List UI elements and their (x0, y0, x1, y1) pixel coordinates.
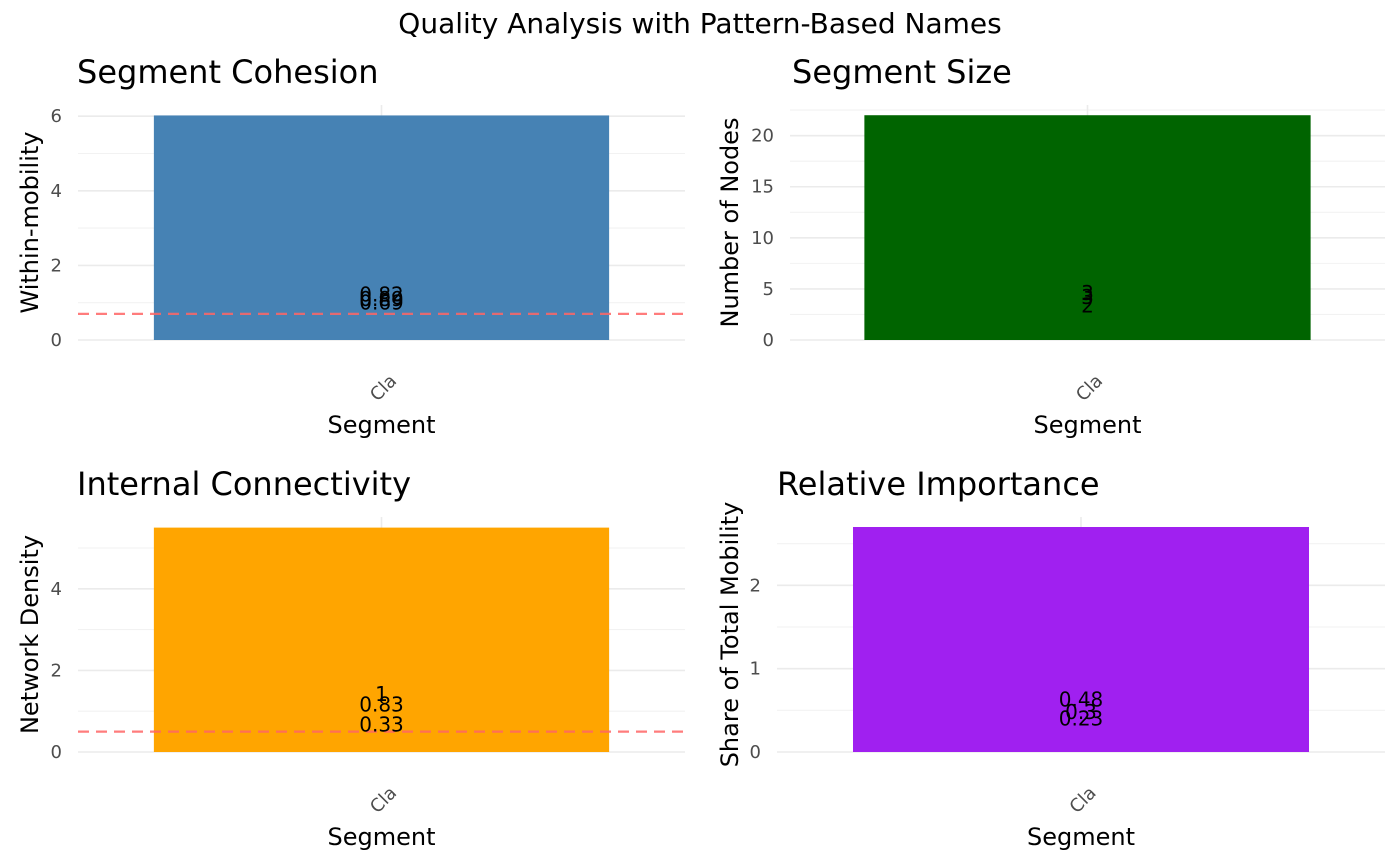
bar (853, 527, 1309, 752)
y-tick-label: 4 (51, 579, 62, 600)
x-axis-title: Segment (328, 823, 436, 851)
data-label: 0.23 (1059, 707, 1104, 731)
bar (864, 115, 1311, 340)
x-tick-label: Cla (1066, 783, 1101, 818)
y-tick-label: 6 (51, 106, 62, 127)
panel-title: Relative Importance (777, 465, 1100, 503)
x-tick-label: Cla (366, 783, 401, 818)
data-label: 0.82 (359, 282, 404, 306)
data-label: 0.69 (359, 291, 404, 315)
data-label: 0.83 (359, 692, 404, 716)
data-label: 0.3 (1065, 700, 1097, 724)
data-label: 2 (1081, 293, 1094, 317)
y-axis-title: Number of Nodes (716, 118, 744, 328)
y-tick-label: 2 (51, 255, 62, 276)
y-tick-label: 0 (763, 330, 774, 351)
main-title: Quality Analysis with Pattern-Based Name… (398, 7, 1001, 40)
x-tick-label: Cla (1072, 371, 1107, 406)
y-tick-label: 1 (750, 659, 761, 680)
y-axis-title: Within-mobility (16, 132, 44, 314)
data-label: 1 (375, 682, 388, 706)
chart-panel-3: 0 2 4 10.830.33 Cla Segment Network Density Int… (16, 465, 685, 851)
panel-title: Segment Cohesion (77, 53, 378, 91)
y-tick-label: 0 (51, 330, 62, 351)
x-axis-title: Segment (1027, 823, 1135, 851)
bar (153, 115, 610, 340)
y-tick-label: 0 (750, 742, 761, 763)
chart-panel-1: 0 2 4 6 0.820.890.69 Cla Segment Within-mobilit… (16, 53, 685, 439)
data-label: 3 (1081, 281, 1094, 305)
panel-title: Segment Size (792, 53, 1012, 91)
data-label: 0.33 (359, 713, 404, 737)
data-label: 0.48 (1059, 688, 1104, 712)
x-axis-title: Segment (328, 411, 436, 439)
y-tick-label: 10 (751, 228, 774, 249)
y-tick-label: 20 (751, 126, 774, 147)
x-tick-label: Cla (366, 371, 401, 406)
y-axis-title: Share of Total Mobility (716, 502, 744, 768)
panel-title: Internal Connectivity (77, 465, 411, 503)
y-tick-label: 0 (51, 742, 62, 763)
y-tick-label: 5 (763, 279, 774, 300)
data-label: 0.89 (359, 287, 404, 311)
y-tick-label: 4 (51, 181, 62, 202)
y-tick-label: 2 (750, 575, 761, 596)
x-axis-title: Segment (1034, 411, 1142, 439)
bar (153, 527, 610, 752)
chart-panel-4: 0 1 2 0.480.30.23 Cla Segment Share of Total M… (716, 465, 1385, 851)
y-tick-label: 2 (51, 660, 62, 681)
data-label: 3 (1081, 285, 1094, 309)
chart-panel-2: 0 5 10 15 20 332 Cla Segment Number of Nodes Segm… (716, 53, 1385, 439)
y-axis-title: Network Density (16, 535, 44, 734)
y-tick-label: 15 (751, 177, 774, 198)
